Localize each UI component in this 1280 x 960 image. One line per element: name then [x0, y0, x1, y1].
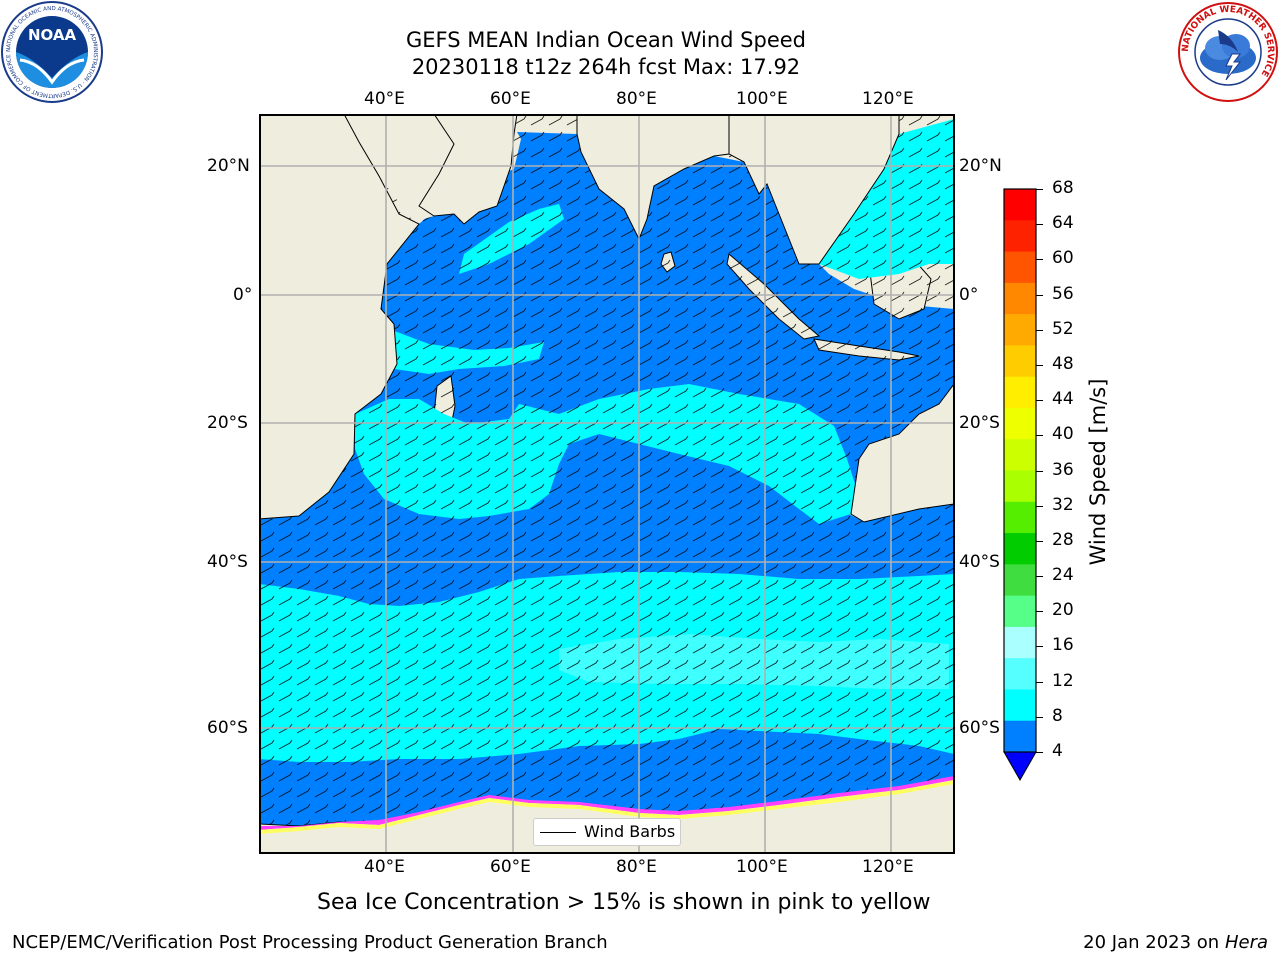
colorbar-tick-label: 12	[1052, 670, 1074, 691]
colorbar-tick-label: 24	[1052, 565, 1074, 586]
colorbar-segment	[1004, 314, 1036, 346]
colorbar-tick-mark	[1036, 646, 1043, 648]
lat-label-right-20n: 20°N	[959, 156, 1002, 176]
lat-label-left-40s: 40°S	[207, 552, 248, 572]
colorbar-tick-mark	[1036, 540, 1043, 542]
lon-label-top-100e: 100°E	[736, 89, 788, 109]
colorbar-tick-mark	[1036, 224, 1043, 226]
lat-label-right-0: 0°	[959, 285, 979, 305]
lon-label-bottom-60e: 60°E	[490, 857, 531, 877]
colorbar-tick-mark	[1036, 716, 1043, 718]
colorbar-segment	[1004, 533, 1036, 565]
colorbar-segment	[1004, 595, 1036, 628]
noaa-logo-text: NOAA	[28, 26, 77, 44]
title-line-1: GEFS MEAN Indian Ocean Wind Speed	[405, 28, 807, 52]
colorbar-segment	[1004, 564, 1036, 597]
lat-label-left-0: 0°	[233, 285, 253, 305]
lat-label-right-60s: 60°S	[959, 718, 1000, 738]
colorbar-tick-mark	[1036, 435, 1043, 437]
lon-label-top-80e: 80°E	[616, 89, 657, 109]
colorbar-segment	[1004, 626, 1036, 659]
colorbar-tick-mark	[1036, 681, 1043, 683]
colorbar-tick-mark	[1036, 294, 1043, 296]
colorbar-tick-label: 60	[1052, 248, 1074, 269]
lon-label-bottom-80e: 80°E	[616, 857, 657, 877]
wind-barb-legend-label: Wind Barbs	[584, 822, 676, 841]
colorbar-tick-mark	[1036, 400, 1043, 402]
colorbar-tick-label: 28	[1052, 529, 1074, 550]
wind-speed-map	[259, 114, 955, 854]
lon-label-bottom-100e: 100°E	[736, 857, 788, 877]
colorbar-segment	[1004, 251, 1036, 284]
se-asia-land	[728, 115, 900, 265]
colorbar-tick-mark	[1036, 364, 1043, 366]
colorbar-tick-label: 48	[1052, 353, 1074, 374]
colorbar-tick-mark	[1036, 576, 1043, 578]
colorbar-tick-label: 40	[1052, 424, 1074, 445]
colorbar-tick-label: 16	[1052, 635, 1074, 656]
footer-left: NCEP/EMC/Verification Post Processing Pr…	[12, 932, 608, 953]
nws-logo: NATIONAL WEATHER SERVICE	[1176, 0, 1280, 104]
lon-label-top-60e: 60°E	[490, 89, 531, 109]
colorbar-tick-mark	[1036, 189, 1043, 190]
colorbar-under-triangle	[1003, 751, 1037, 782]
noaa-logo: NOAA NATIONAL OCEANIC AND ATMOSPHERIC AD…	[0, 0, 104, 104]
colorbar-segment	[1004, 345, 1036, 378]
lat-label-left-20s: 20°S	[207, 413, 248, 433]
lat-label-right-20s: 20°S	[959, 413, 1000, 433]
colorbar-tick-mark	[1036, 259, 1043, 261]
colorbar-tick-mark	[1036, 505, 1043, 507]
colorbar-segment	[1004, 407, 1036, 440]
colorbar-segment	[1004, 470, 1036, 503]
colorbar-tick-label: 52	[1052, 318, 1074, 339]
map-legend: Wind Barbs	[533, 818, 681, 846]
colorbar-title: Wind Speed [m/s]	[1086, 378, 1110, 566]
lon-label-bottom-40e: 40°E	[364, 857, 405, 877]
lat-label-left-20n: 20°N	[207, 156, 250, 176]
colorbar-tick-mark	[1036, 752, 1043, 753]
footer-host: Hera	[1224, 932, 1268, 953]
lat-label-right-40s: 40°S	[959, 552, 1000, 572]
lat-label-left-60s: 60°S	[207, 718, 248, 738]
colorbar-tick-label: 20	[1052, 600, 1074, 621]
colorbar-segment	[1004, 501, 1036, 534]
colorbar-tick-label: 68	[1052, 178, 1074, 198]
colorbar-segment	[1004, 376, 1036, 409]
title-line-2: 20230118 t12z 264h fcst Max: 17.92	[411, 55, 801, 79]
lon-label-bottom-120e: 120°E	[862, 857, 914, 877]
australia-land	[850, 383, 954, 523]
colorbar-segment	[1004, 689, 1036, 722]
gridlines	[260, 115, 954, 853]
colorbar-segment	[1004, 282, 1036, 315]
colorbar-tick-label: 32	[1052, 494, 1074, 515]
colorbar-segment	[1004, 220, 1036, 253]
africa-coast	[260, 115, 420, 520]
colorbar-tick-mark	[1036, 329, 1043, 331]
colorbar-tick-mark	[1036, 611, 1043, 613]
colorbar-tick-label: 56	[1052, 283, 1074, 304]
colorbar-segment	[1004, 439, 1036, 471]
wind-barb-legend-line	[540, 832, 576, 833]
colorbar-segment	[1004, 189, 1036, 221]
colorbar-tick-label: 4	[1052, 741, 1063, 761]
colorbar	[1000, 186, 1040, 786]
colorbar-tick-label: 64	[1052, 213, 1074, 234]
arabia-land	[418, 115, 518, 225]
lon-label-top-120e: 120°E	[862, 89, 914, 109]
colorbar-segment	[1004, 658, 1036, 690]
sea-ice-caption: Sea Ice Concentration > 15% is shown in …	[317, 890, 931, 915]
colorbar-tick-label: 36	[1052, 459, 1074, 480]
lon-label-top-40e: 40°E	[364, 89, 405, 109]
colorbar-tick-label: 8	[1052, 705, 1063, 726]
colorbar-tick-mark	[1036, 470, 1043, 472]
footer-right: 20 Jan 2023 on Hera	[1083, 932, 1268, 953]
footer-date: 20 Jan 2023 on	[1083, 932, 1225, 953]
colorbar-tick-label: 44	[1052, 389, 1074, 410]
colorbar-segment	[1004, 720, 1036, 753]
